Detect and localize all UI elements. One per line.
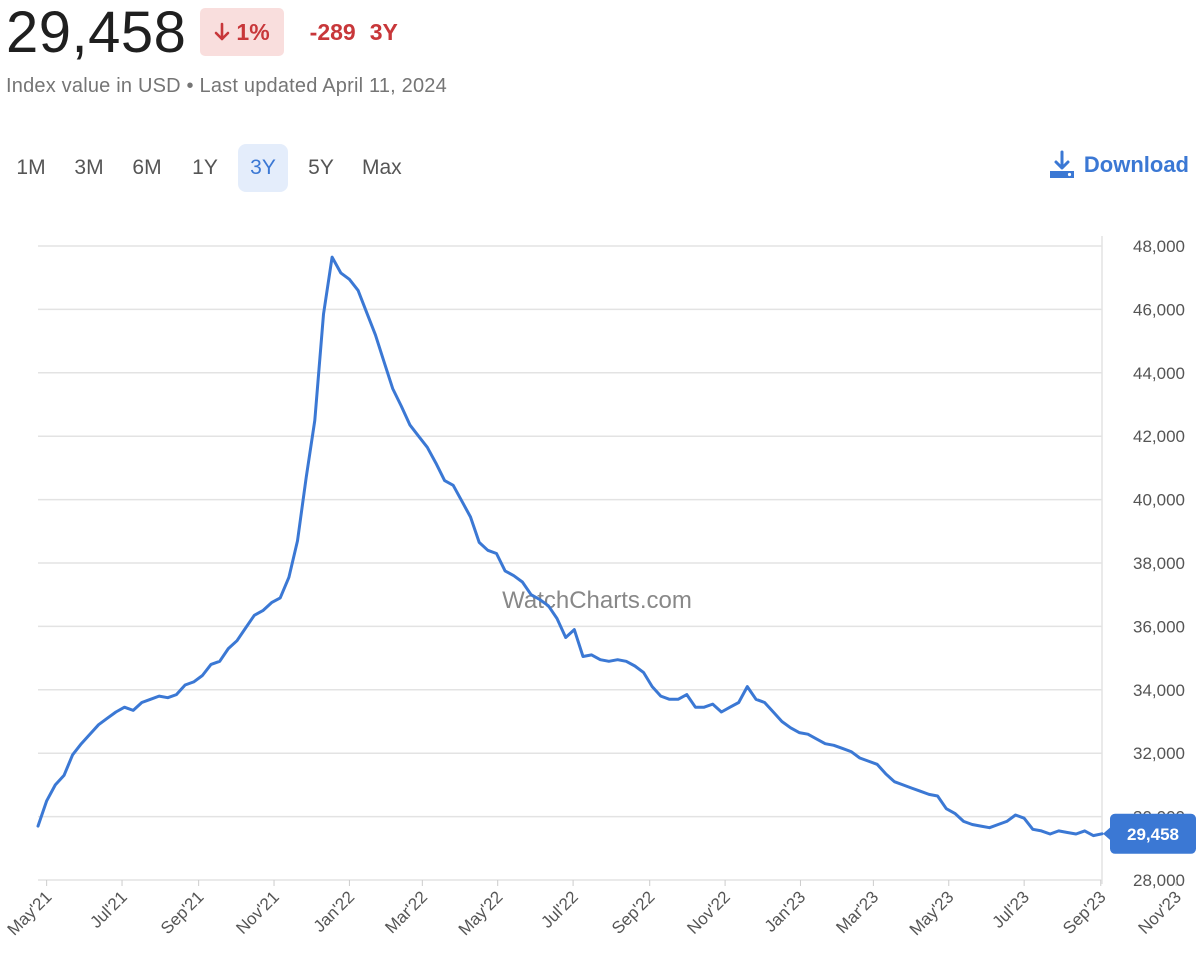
x-tick-label: Nov'22 [683, 887, 733, 937]
y-tick-label: 44,000 [1133, 364, 1185, 383]
download-button[interactable]: Download [1048, 150, 1189, 180]
change-period: 3Y [369, 18, 398, 45]
y-axis: 28,00030,00032,00034,00036,00038,00040,0… [1133, 237, 1185, 890]
tab-3m[interactable]: 3M [74, 156, 104, 179]
x-tick-label: Jul'22 [537, 887, 581, 931]
subtitle: Index value in USD • Last updated April … [6, 75, 447, 97]
tab-6m[interactable]: 6M [132, 156, 162, 179]
series-line [36, 255, 1104, 838]
x-tick-label: Mar'22 [381, 887, 431, 937]
change-percent-badge: 1% [200, 8, 284, 56]
x-tick-label: May'21 [4, 887, 56, 939]
current-price: 29,458 [6, 0, 187, 65]
price-row: 29,458 1% -289 3Y [6, 0, 447, 65]
tab-max[interactable]: Max [362, 156, 402, 179]
download-icon [1049, 150, 1074, 178]
tab-1y[interactable]: 1Y [192, 156, 218, 179]
y-tick-label: 46,000 [1133, 300, 1185, 319]
change-absolute: -289 [309, 18, 356, 45]
x-tick-label: May'23 [906, 887, 958, 939]
y-tick-label: 40,000 [1133, 491, 1185, 510]
last-value-label: 29,458 [1127, 825, 1179, 844]
x-tick-label: Sep'22 [608, 887, 658, 937]
range-tabs: 1M 3M 6M 1Y 3Y 5Y Max [6, 144, 418, 192]
x-tick-label: Jul'23 [989, 887, 1033, 931]
x-tick-label: Mar'23 [832, 887, 882, 937]
x-axis: May'21 Jul'21 Sep'21 Nov'21 Jan'22 Mar'22 May'… [4, 880, 1185, 939]
y-tick-label: 32,000 [1133, 744, 1185, 763]
x-tick-label: Nov'21 [232, 887, 282, 937]
x-tick-label: Nov'23 [1134, 887, 1184, 937]
watermark: WatchCharts.com [502, 587, 692, 614]
chart-grid [38, 236, 1103, 884]
price-header: 29,458 1% -289 3Y Index value in USD • L… [6, 0, 447, 98]
x-tick-label: Sep'23 [1059, 887, 1109, 937]
download-label: Download [1083, 152, 1189, 177]
change-percent: 1% [236, 18, 270, 45]
price-chart: WatchCharts.com 28,00030,00032,00034,000… [4, 236, 1196, 939]
y-tick-label: 38,000 [1133, 554, 1185, 573]
tab-5y[interactable]: 5Y [308, 156, 334, 179]
x-tick-label: Jan'22 [310, 887, 358, 935]
tab-1m[interactable]: 1M [16, 156, 46, 179]
x-tick-label: Jan'23 [761, 887, 809, 935]
y-tick-label: 34,000 [1133, 681, 1185, 700]
arrow-down-icon [215, 22, 230, 41]
x-tick-label: May'22 [455, 887, 507, 939]
x-tick-label: Sep'21 [157, 887, 207, 937]
y-tick-label: 36,000 [1133, 617, 1185, 636]
x-tick-label: Jul'21 [86, 887, 130, 931]
y-tick-label: 28,000 [1133, 871, 1185, 890]
y-tick-label: 48,000 [1133, 237, 1185, 256]
tab-3y[interactable]: 3Y [238, 144, 288, 192]
last-value-pointer [1103, 826, 1111, 841]
last-value-marker: 29,458 [1103, 813, 1196, 854]
y-tick-label: 42,000 [1133, 427, 1185, 446]
last-value-badge [1110, 813, 1196, 854]
